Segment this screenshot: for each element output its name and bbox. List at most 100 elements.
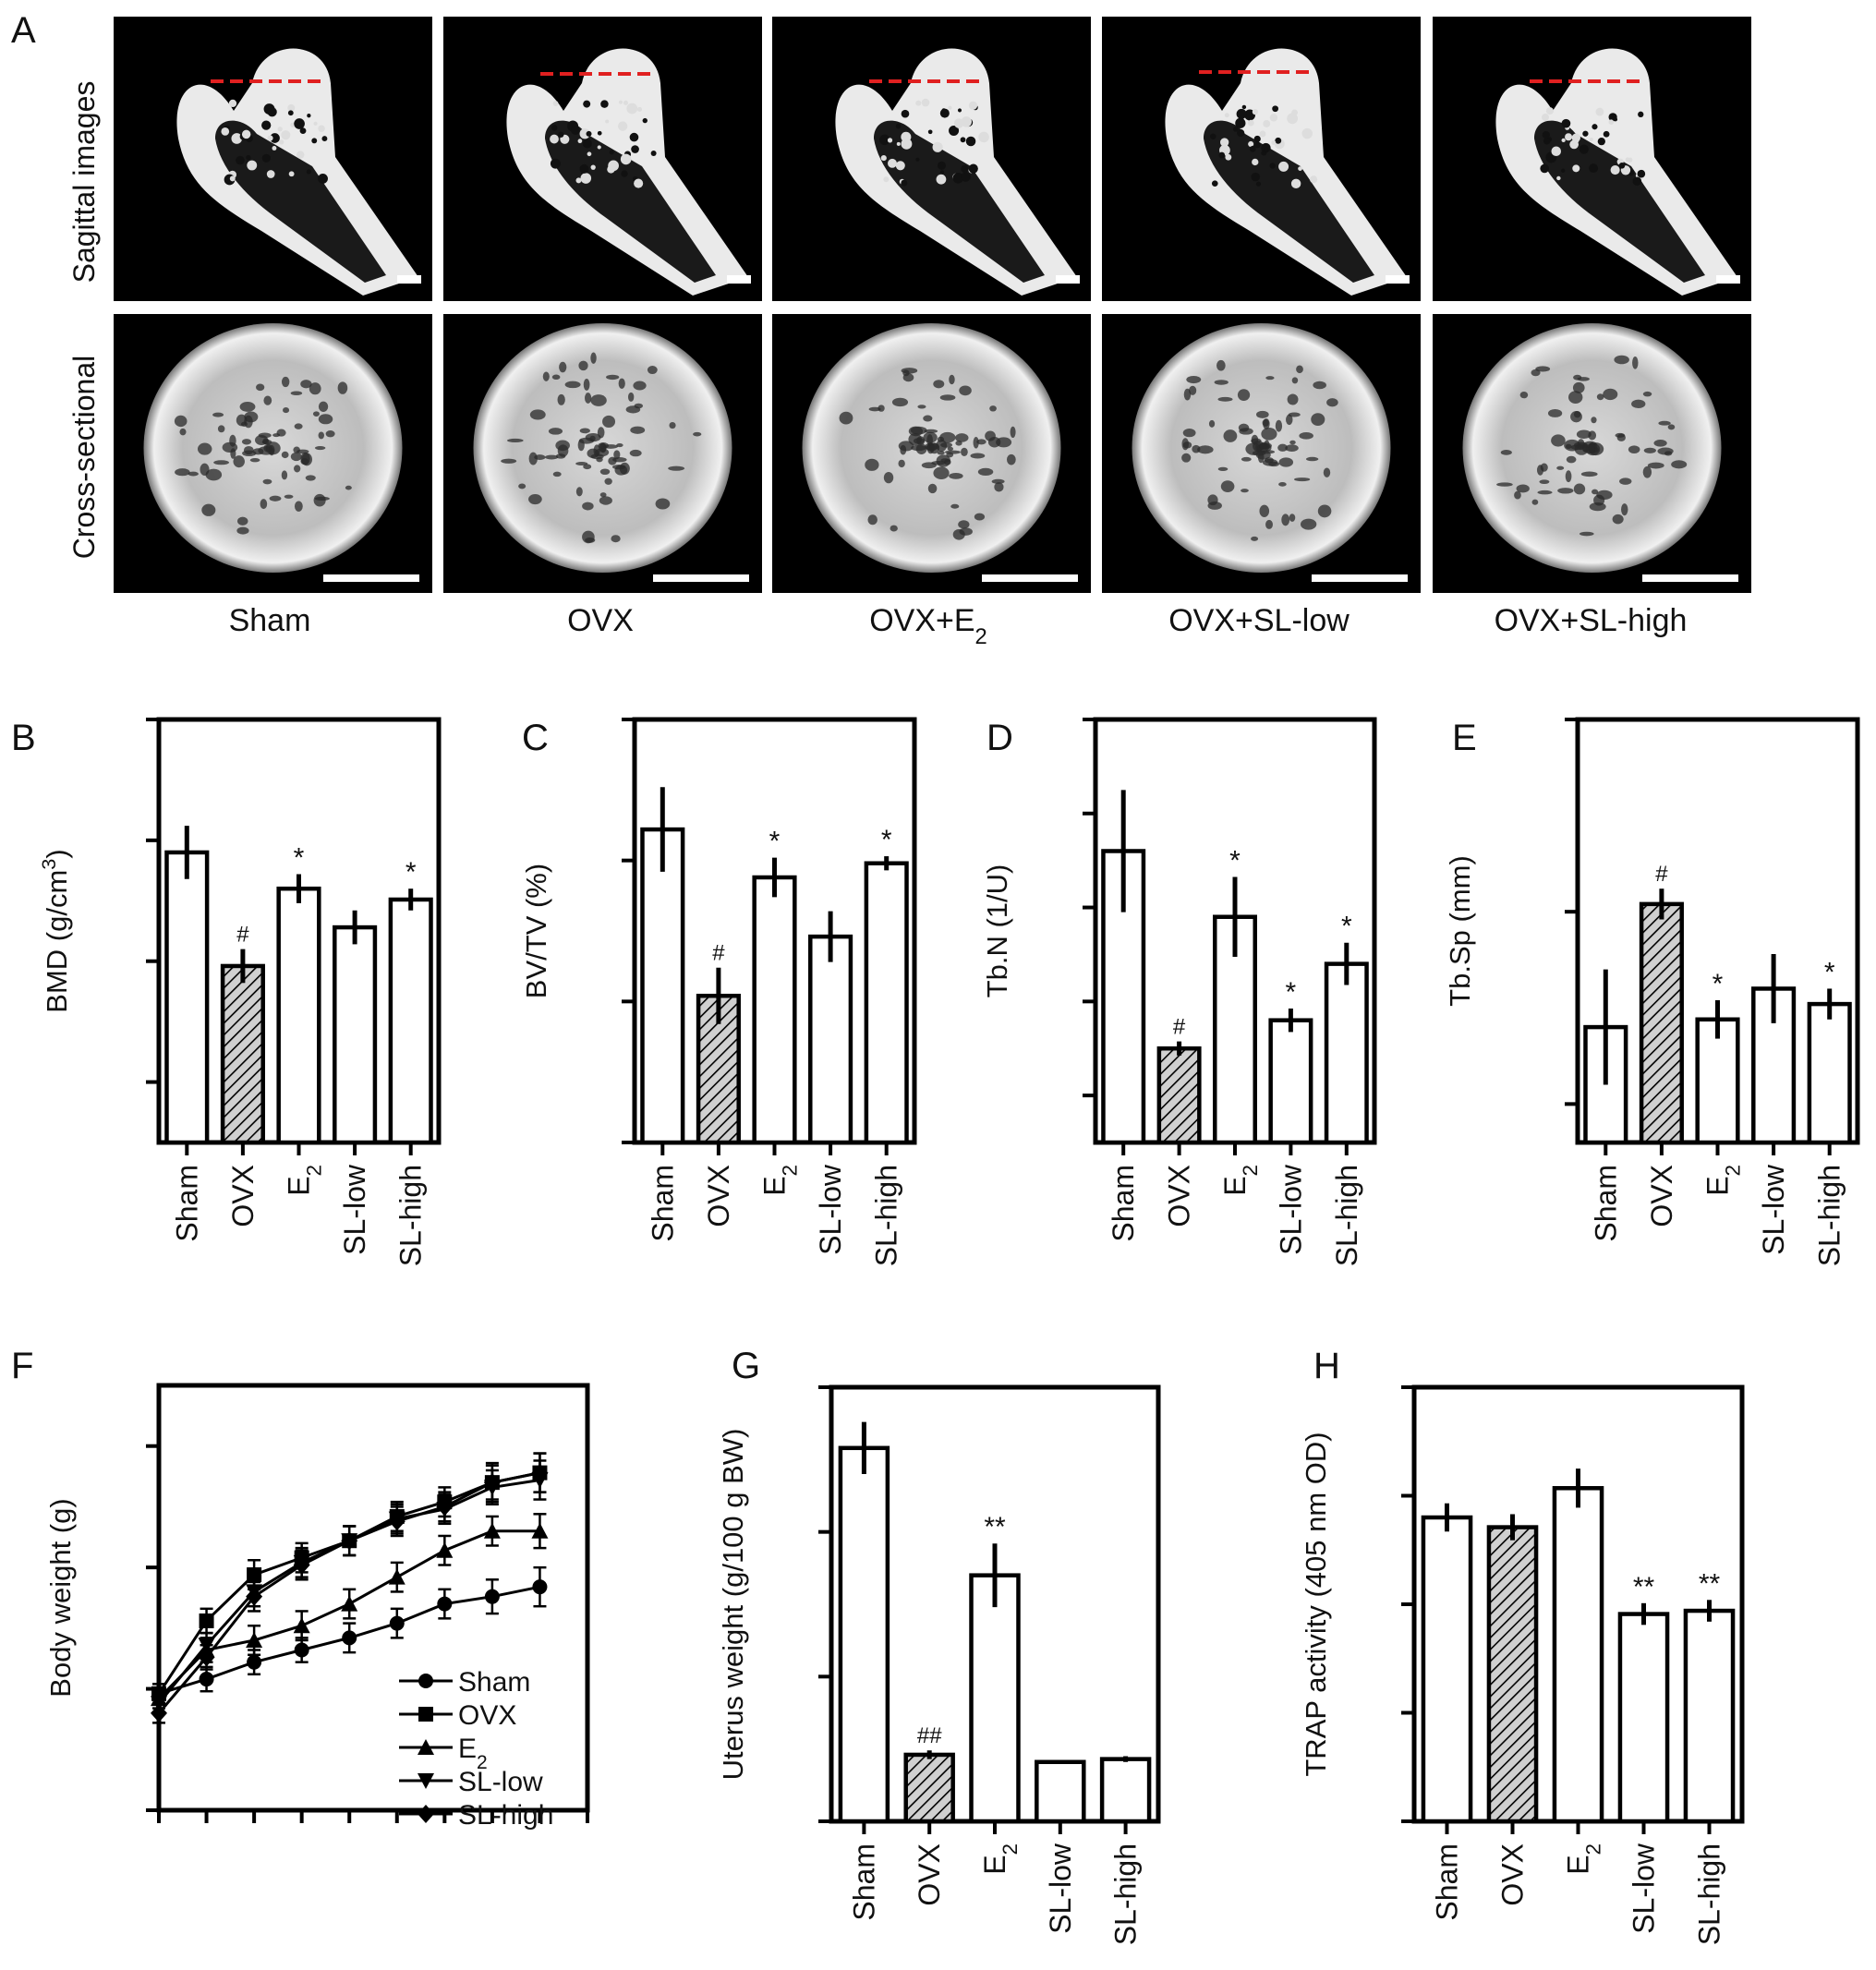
y-axis-label: BV/TV (%) [520, 864, 552, 998]
data-point-sl-high [483, 1473, 501, 1493]
chart-c: BV/TV (%) Sham # OVX * E2 SL-low * SL-high [520, 717, 917, 1266]
group-label-ovx-e2: OVX+E2 [869, 603, 987, 649]
x-tick-label-sl-high: SL-high [1813, 1165, 1846, 1266]
bar-sham [164, 850, 210, 1145]
x-tick-label-sl-low: SL-low [1044, 1843, 1077, 1934]
bar-sl-high [388, 897, 433, 1145]
data-point-e2 [531, 1522, 549, 1539]
significance-mark-sl-low: ** [1633, 1572, 1655, 1602]
x-tick-label-e2: E2 [1562, 1843, 1605, 1875]
significance-mark-ovx: # [1655, 862, 1668, 887]
x-tick-label-e2: E2 [758, 1165, 802, 1196]
legend-marker [418, 1805, 434, 1823]
panel-letter-E: E [1452, 718, 1477, 758]
significance-mark-ovx: # [712, 941, 725, 966]
sagittal-image-ovx-sl-high [1433, 17, 1751, 301]
x-tick-label-ovx: OVX [1496, 1843, 1530, 1906]
x-tick-label-sl-high: SL-high [1109, 1843, 1143, 1945]
bar-ovx [220, 963, 265, 1145]
significance-mark-ovx: ## [917, 1723, 942, 1748]
data-point-sham [484, 1589, 500, 1604]
data-point-e2 [388, 1568, 405, 1585]
legend-marker [418, 1773, 434, 1789]
y-axis-label: Uterus weight (g/100 g BW) [717, 1429, 749, 1781]
scale-bar [1056, 275, 1080, 284]
bar-sl-high [1683, 1608, 1736, 1824]
bar-sham [640, 827, 685, 1145]
significance-mark-sl-high: * [1341, 912, 1352, 942]
y-axis-label: TRAP activity (405 nm OD) [1300, 1432, 1332, 1776]
group-label-sham: Sham [229, 603, 311, 638]
x-tick-label-ovx: OVX [1645, 1165, 1678, 1227]
scale-bar [653, 574, 749, 582]
chart-g: Uterus weight (g/100 g BW) Sham ## OVX ** E2 S… [717, 1384, 1161, 1945]
data-point-sl-high [151, 1703, 167, 1722]
data-point-sham [389, 1615, 405, 1631]
data-point-sham [437, 1596, 453, 1612]
panel-a-micro-ct: Sagittal images Cross-sectional Sham OVX… [67, 17, 1751, 649]
y-axis-label: BMD (g/cm3) [37, 849, 74, 1012]
cross-section-image-ovx-e2 [772, 314, 1091, 593]
bar-ovx [1639, 901, 1684, 1145]
data-point-e2 [341, 1595, 358, 1612]
series-e2 [151, 1513, 549, 1710]
data-point-ovx [199, 1613, 214, 1628]
panel-letter-A: A [11, 10, 36, 51]
scale-bar [323, 574, 419, 582]
x-tick-label-ovx: OVX [226, 1165, 260, 1227]
significance-mark-e2: ** [984, 1512, 1006, 1542]
significance-mark-e2: * [1229, 845, 1241, 876]
x-tick-label-ovx: OVX [913, 1843, 946, 1906]
series-sl-high [151, 1452, 549, 1724]
sagittal-image-ovx-sl-low [1102, 17, 1421, 301]
significance-mark-sl-high: * [1824, 957, 1835, 987]
data-point-e2 [293, 1617, 310, 1634]
legend-marker [418, 1739, 434, 1755]
significance-mark-e2: * [769, 827, 781, 857]
bar-e2 [969, 1573, 1021, 1824]
x-tick-label-sl-high: SL-high [870, 1165, 903, 1266]
bar-sl-low [1617, 1612, 1670, 1824]
data-point-ovx [247, 1567, 262, 1583]
x-tick-label-sham: Sham [1431, 1843, 1464, 1921]
bar-sl-high [1324, 961, 1369, 1145]
panel-letter-H: H [1313, 1346, 1340, 1386]
significance-mark-sl-low: * [1286, 977, 1297, 1008]
scale-bar [982, 574, 1078, 582]
chart-e: Tb.Sp (mm) Sham # OVX * E2 SL-low * SL-high [1444, 717, 1860, 1266]
cross-section-image-ovx-sl-low [1102, 314, 1421, 593]
bar-sl-low [1035, 1759, 1086, 1824]
x-tick-label-e2: E2 [1218, 1165, 1262, 1196]
panel-letter-F: F [11, 1346, 33, 1386]
x-tick-label-sham: Sham [847, 1843, 880, 1921]
series-line-ovx [157, 1471, 540, 1695]
y-axis-label: Tb.N (1/U) [981, 864, 1013, 998]
bar-sl-low [1268, 1018, 1313, 1145]
legend-marker [418, 1707, 433, 1722]
bar-ovx [1486, 1525, 1539, 1824]
row-label-sagittal: Sagittal images [67, 81, 101, 284]
sagittal-image-ovx [443, 17, 762, 301]
legend-marker [418, 1674, 433, 1688]
bar-e2 [752, 875, 797, 1145]
significance-mark-sl-high: * [405, 857, 417, 888]
x-tick-label-sl-low: SL-low [1274, 1164, 1307, 1255]
x-tick-label-sham: Sham [646, 1165, 679, 1242]
chart-b: BMD (g/cm3) Sham # OVX * E2 SL-low * SL-high [37, 717, 442, 1266]
data-point-sham [532, 1579, 548, 1595]
bar-sham [838, 1445, 890, 1824]
x-tick-label-e2: E2 [1701, 1165, 1745, 1196]
y-axis-label: Body weight (g) [44, 1498, 77, 1697]
scale-bar [1386, 275, 1410, 284]
x-tick-label-e2: E2 [283, 1165, 326, 1196]
x-tick-label-sham: Sham [1589, 1165, 1622, 1242]
panel-letter-D: D [986, 718, 1013, 758]
scale-bar [1642, 574, 1738, 582]
data-point-sl-high [388, 1512, 405, 1531]
scale-bar [397, 275, 421, 284]
x-tick-label-sl-low: SL-low [338, 1164, 371, 1255]
sagittal-image-sham [114, 17, 432, 301]
charts: BMD (g/cm3) Sham # OVX * E2 SL-low * SL-high BV/T… [37, 717, 1860, 1945]
